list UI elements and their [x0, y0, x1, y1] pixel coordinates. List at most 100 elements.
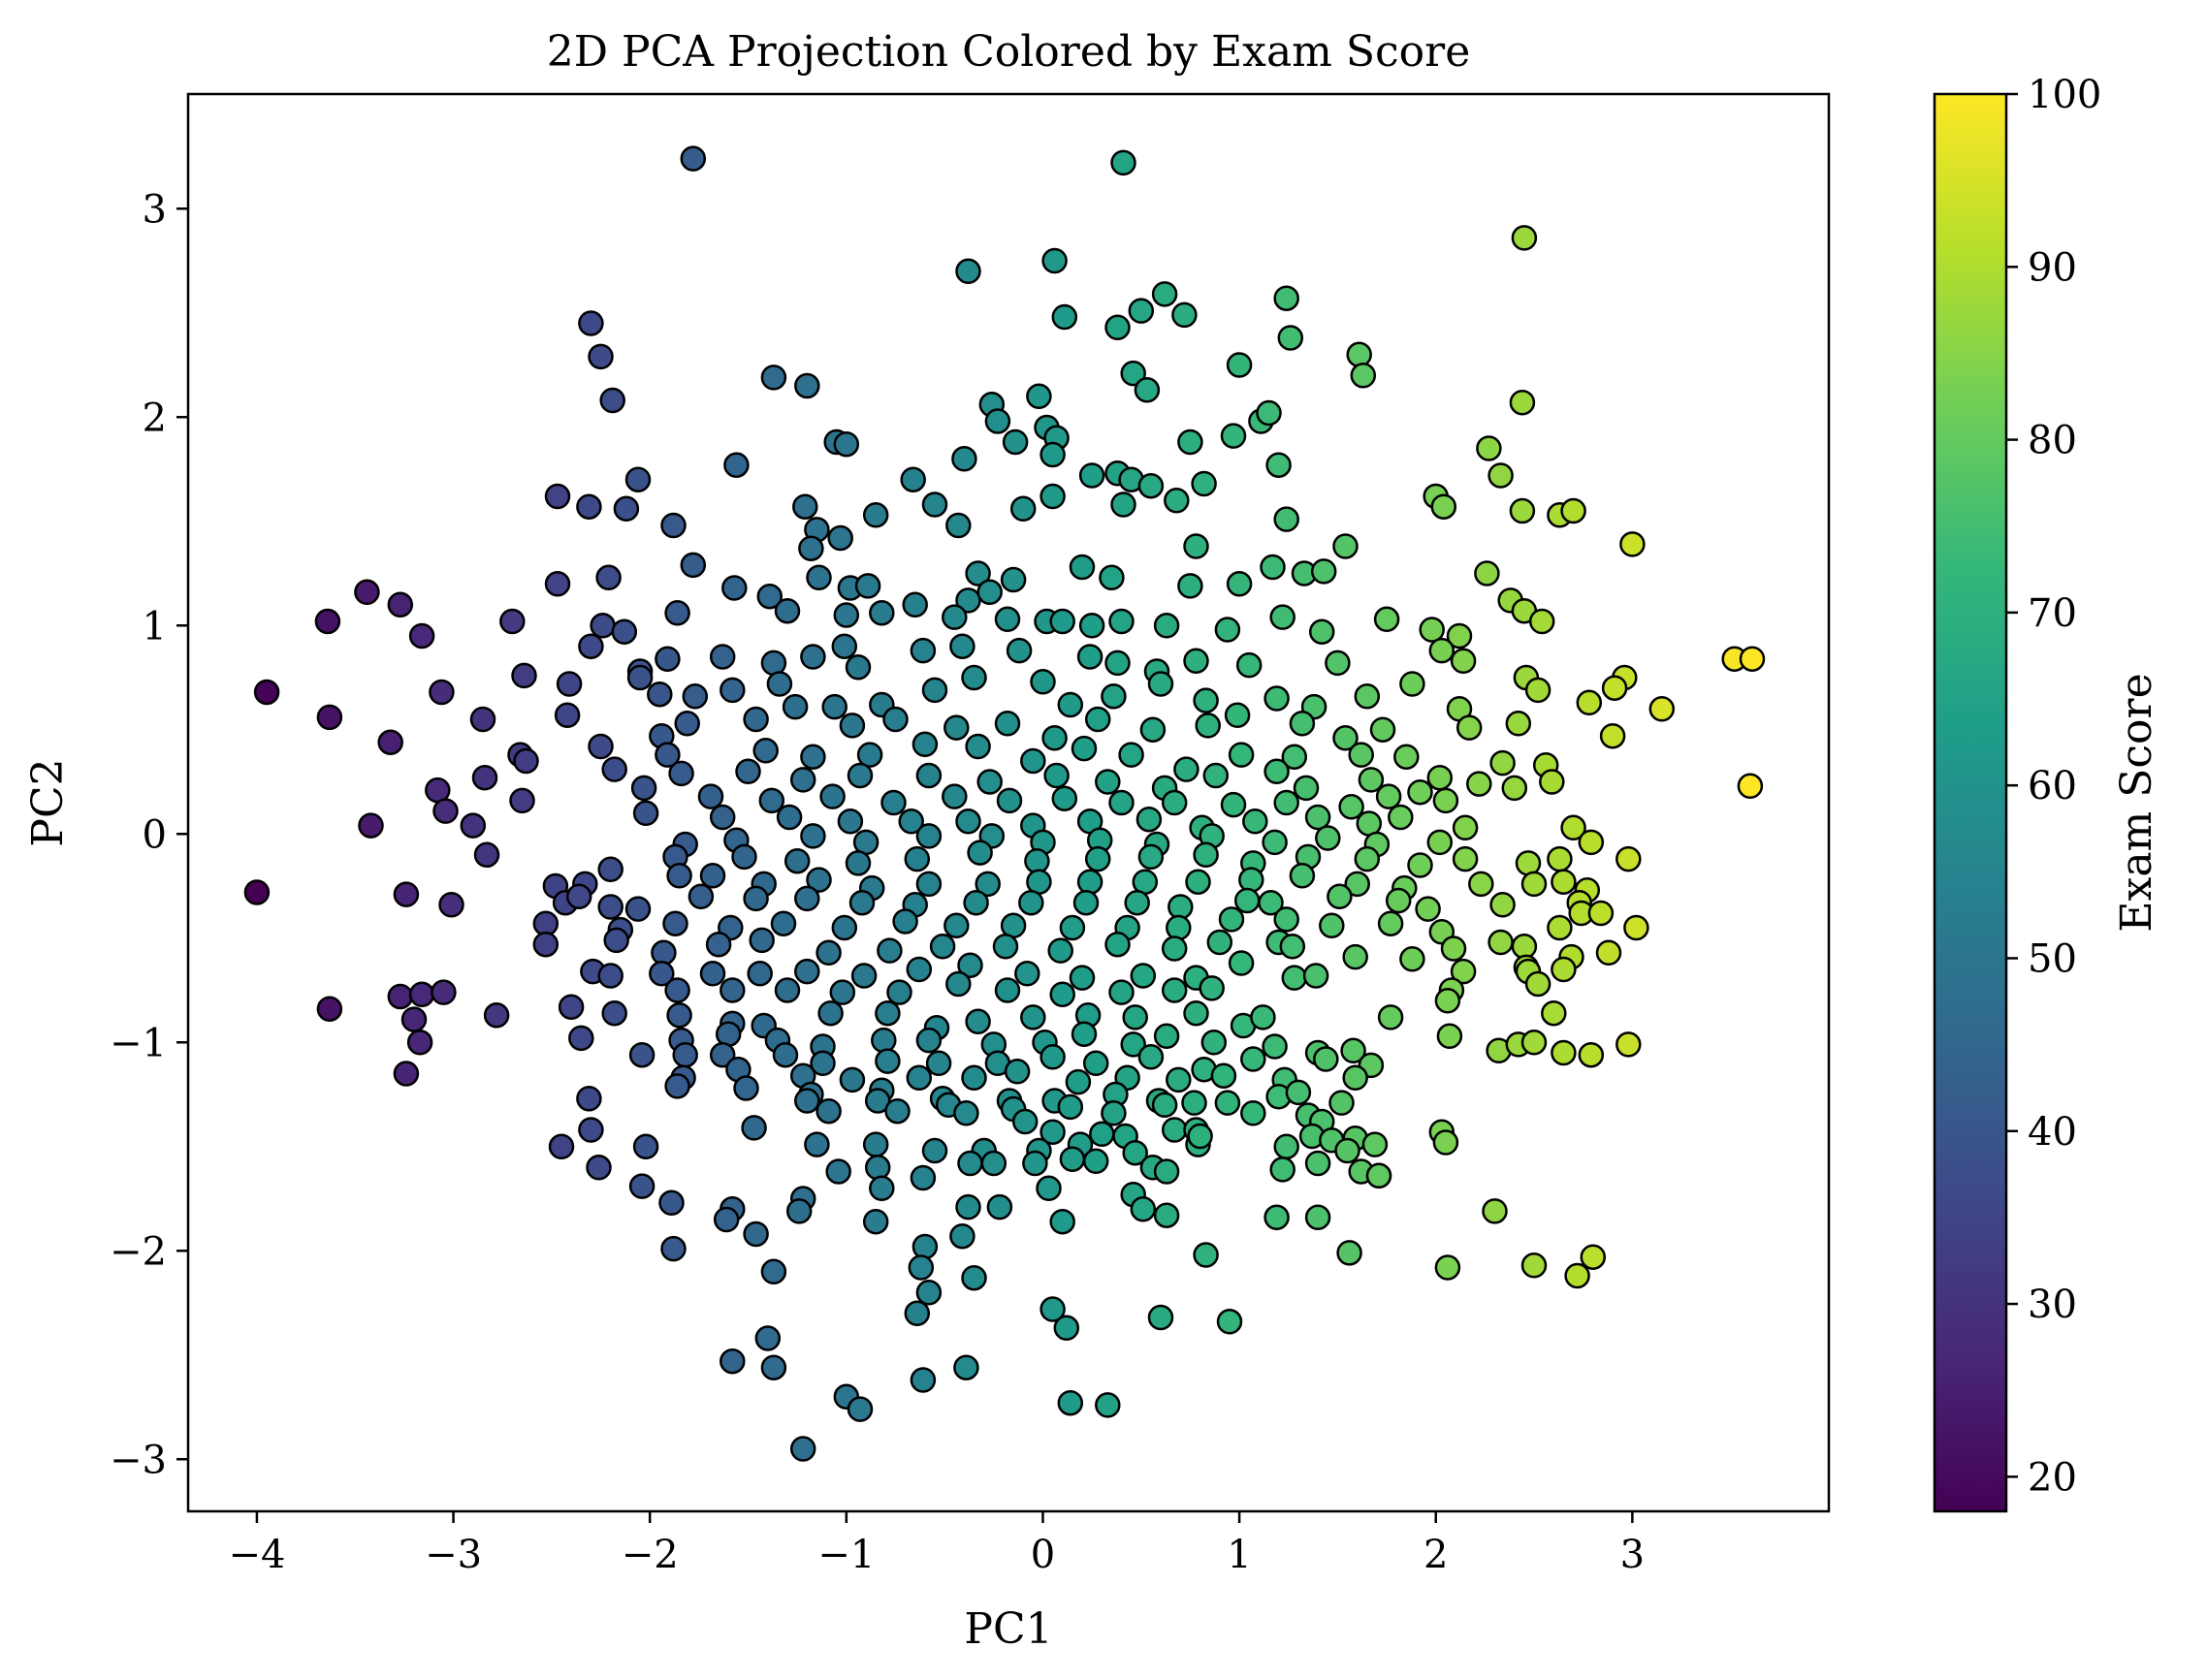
- data-point: [908, 1254, 935, 1281]
- data-point: [1520, 1252, 1548, 1279]
- data-point: [632, 800, 659, 827]
- data-point: [630, 775, 657, 802]
- data-point: [1183, 999, 1209, 1027]
- data-point: [1539, 769, 1565, 795]
- data-point: [819, 783, 846, 809]
- data-point: [825, 1158, 851, 1185]
- y-tick-label: 1: [143, 604, 167, 649]
- data-point: [994, 711, 1021, 737]
- x-axis: −4 −3 −2 −1 0 1 2 3: [228, 1511, 1645, 1577]
- data-point: [483, 1002, 510, 1029]
- data-point: [1218, 906, 1245, 933]
- data-point: [833, 602, 860, 628]
- data-point: [1580, 1244, 1607, 1270]
- data-point: [1277, 325, 1304, 351]
- data-point: [1069, 554, 1096, 581]
- colorbar-tick-label: 30: [2028, 1283, 2077, 1327]
- data-point: [664, 1073, 690, 1099]
- data-point: [1344, 871, 1370, 898]
- data-point: [1388, 804, 1414, 831]
- colorbar-tick-label: 100: [2028, 73, 2101, 117]
- data-point: [1419, 617, 1445, 643]
- data-point: [955, 587, 981, 614]
- data-point: [1120, 360, 1146, 387]
- data-point: [741, 1115, 767, 1141]
- data-point: [1551, 869, 1577, 895]
- data-point: [1153, 613, 1180, 639]
- data-point: [850, 963, 878, 989]
- data-point: [1332, 725, 1359, 751]
- data-point: [789, 767, 816, 793]
- data-point: [942, 783, 968, 809]
- data-point: [1041, 247, 1068, 274]
- data-point: [875, 1048, 901, 1074]
- data-point: [1199, 975, 1225, 1001]
- data-point: [1057, 1389, 1084, 1416]
- data-point: [1137, 1044, 1165, 1070]
- data-point: [955, 808, 981, 835]
- data-point: [747, 961, 773, 987]
- data-point: [601, 756, 627, 782]
- data-point: [831, 914, 858, 941]
- data-point: [1595, 939, 1622, 967]
- data-point: [1489, 892, 1516, 918]
- data-point: [1014, 961, 1040, 987]
- data-point: [810, 1050, 836, 1077]
- plot-area-frame: [186, 92, 1831, 1513]
- data-point: [1468, 871, 1494, 898]
- data-point: [460, 812, 487, 839]
- data-point: [1214, 1090, 1241, 1116]
- data-point: [1511, 934, 1538, 960]
- data-point: [1564, 1262, 1590, 1289]
- data-point: [1040, 483, 1066, 510]
- data-point: [723, 452, 750, 478]
- data-point: [965, 1008, 991, 1035]
- data-point: [1258, 889, 1284, 916]
- y-tick-label: 3: [143, 187, 167, 232]
- data-point: [387, 983, 414, 1010]
- data-point: [408, 622, 435, 650]
- data-point: [406, 1030, 433, 1056]
- data-point: [845, 850, 872, 876]
- data-point: [754, 1325, 782, 1351]
- data-point: [556, 671, 583, 697]
- data-point: [833, 430, 860, 458]
- data-point: [965, 733, 991, 760]
- data-point: [624, 466, 652, 492]
- data-point: [1578, 1041, 1605, 1068]
- data-point: [915, 823, 943, 849]
- data-point: [1279, 934, 1306, 960]
- data-point: [760, 1354, 787, 1380]
- data-point: [953, 1100, 979, 1126]
- data-point: [1153, 1202, 1180, 1228]
- data-point: [554, 702, 581, 728]
- data-point: [945, 970, 972, 998]
- data-point: [1551, 956, 1577, 983]
- data-point: [955, 1193, 981, 1220]
- data-point: [915, 762, 943, 789]
- data-point: [731, 843, 757, 871]
- data-point: [1615, 1031, 1642, 1058]
- data-point: [880, 789, 907, 816]
- data-point: [586, 1155, 612, 1181]
- data-point: [957, 1150, 983, 1177]
- data-point: [1183, 533, 1209, 559]
- data-point: [1273, 285, 1299, 311]
- data-point: [469, 706, 496, 733]
- data-point: [735, 758, 761, 785]
- data-point: [1524, 970, 1551, 998]
- data-point: [1108, 979, 1135, 1005]
- data-point: [756, 583, 784, 610]
- data-point: [1393, 744, 1420, 770]
- data-point: [628, 1041, 656, 1068]
- data-point: [1289, 711, 1316, 737]
- data-point: [1153, 1158, 1180, 1185]
- data-point: [976, 769, 1003, 795]
- data-point: [862, 1131, 889, 1157]
- data-point: [1432, 1129, 1459, 1156]
- data-point: [1262, 829, 1288, 856]
- data-point: [1648, 696, 1676, 722]
- colorbar-tick-label: 40: [2028, 1110, 2077, 1155]
- data-point: [1308, 618, 1335, 645]
- data-point: [590, 613, 616, 639]
